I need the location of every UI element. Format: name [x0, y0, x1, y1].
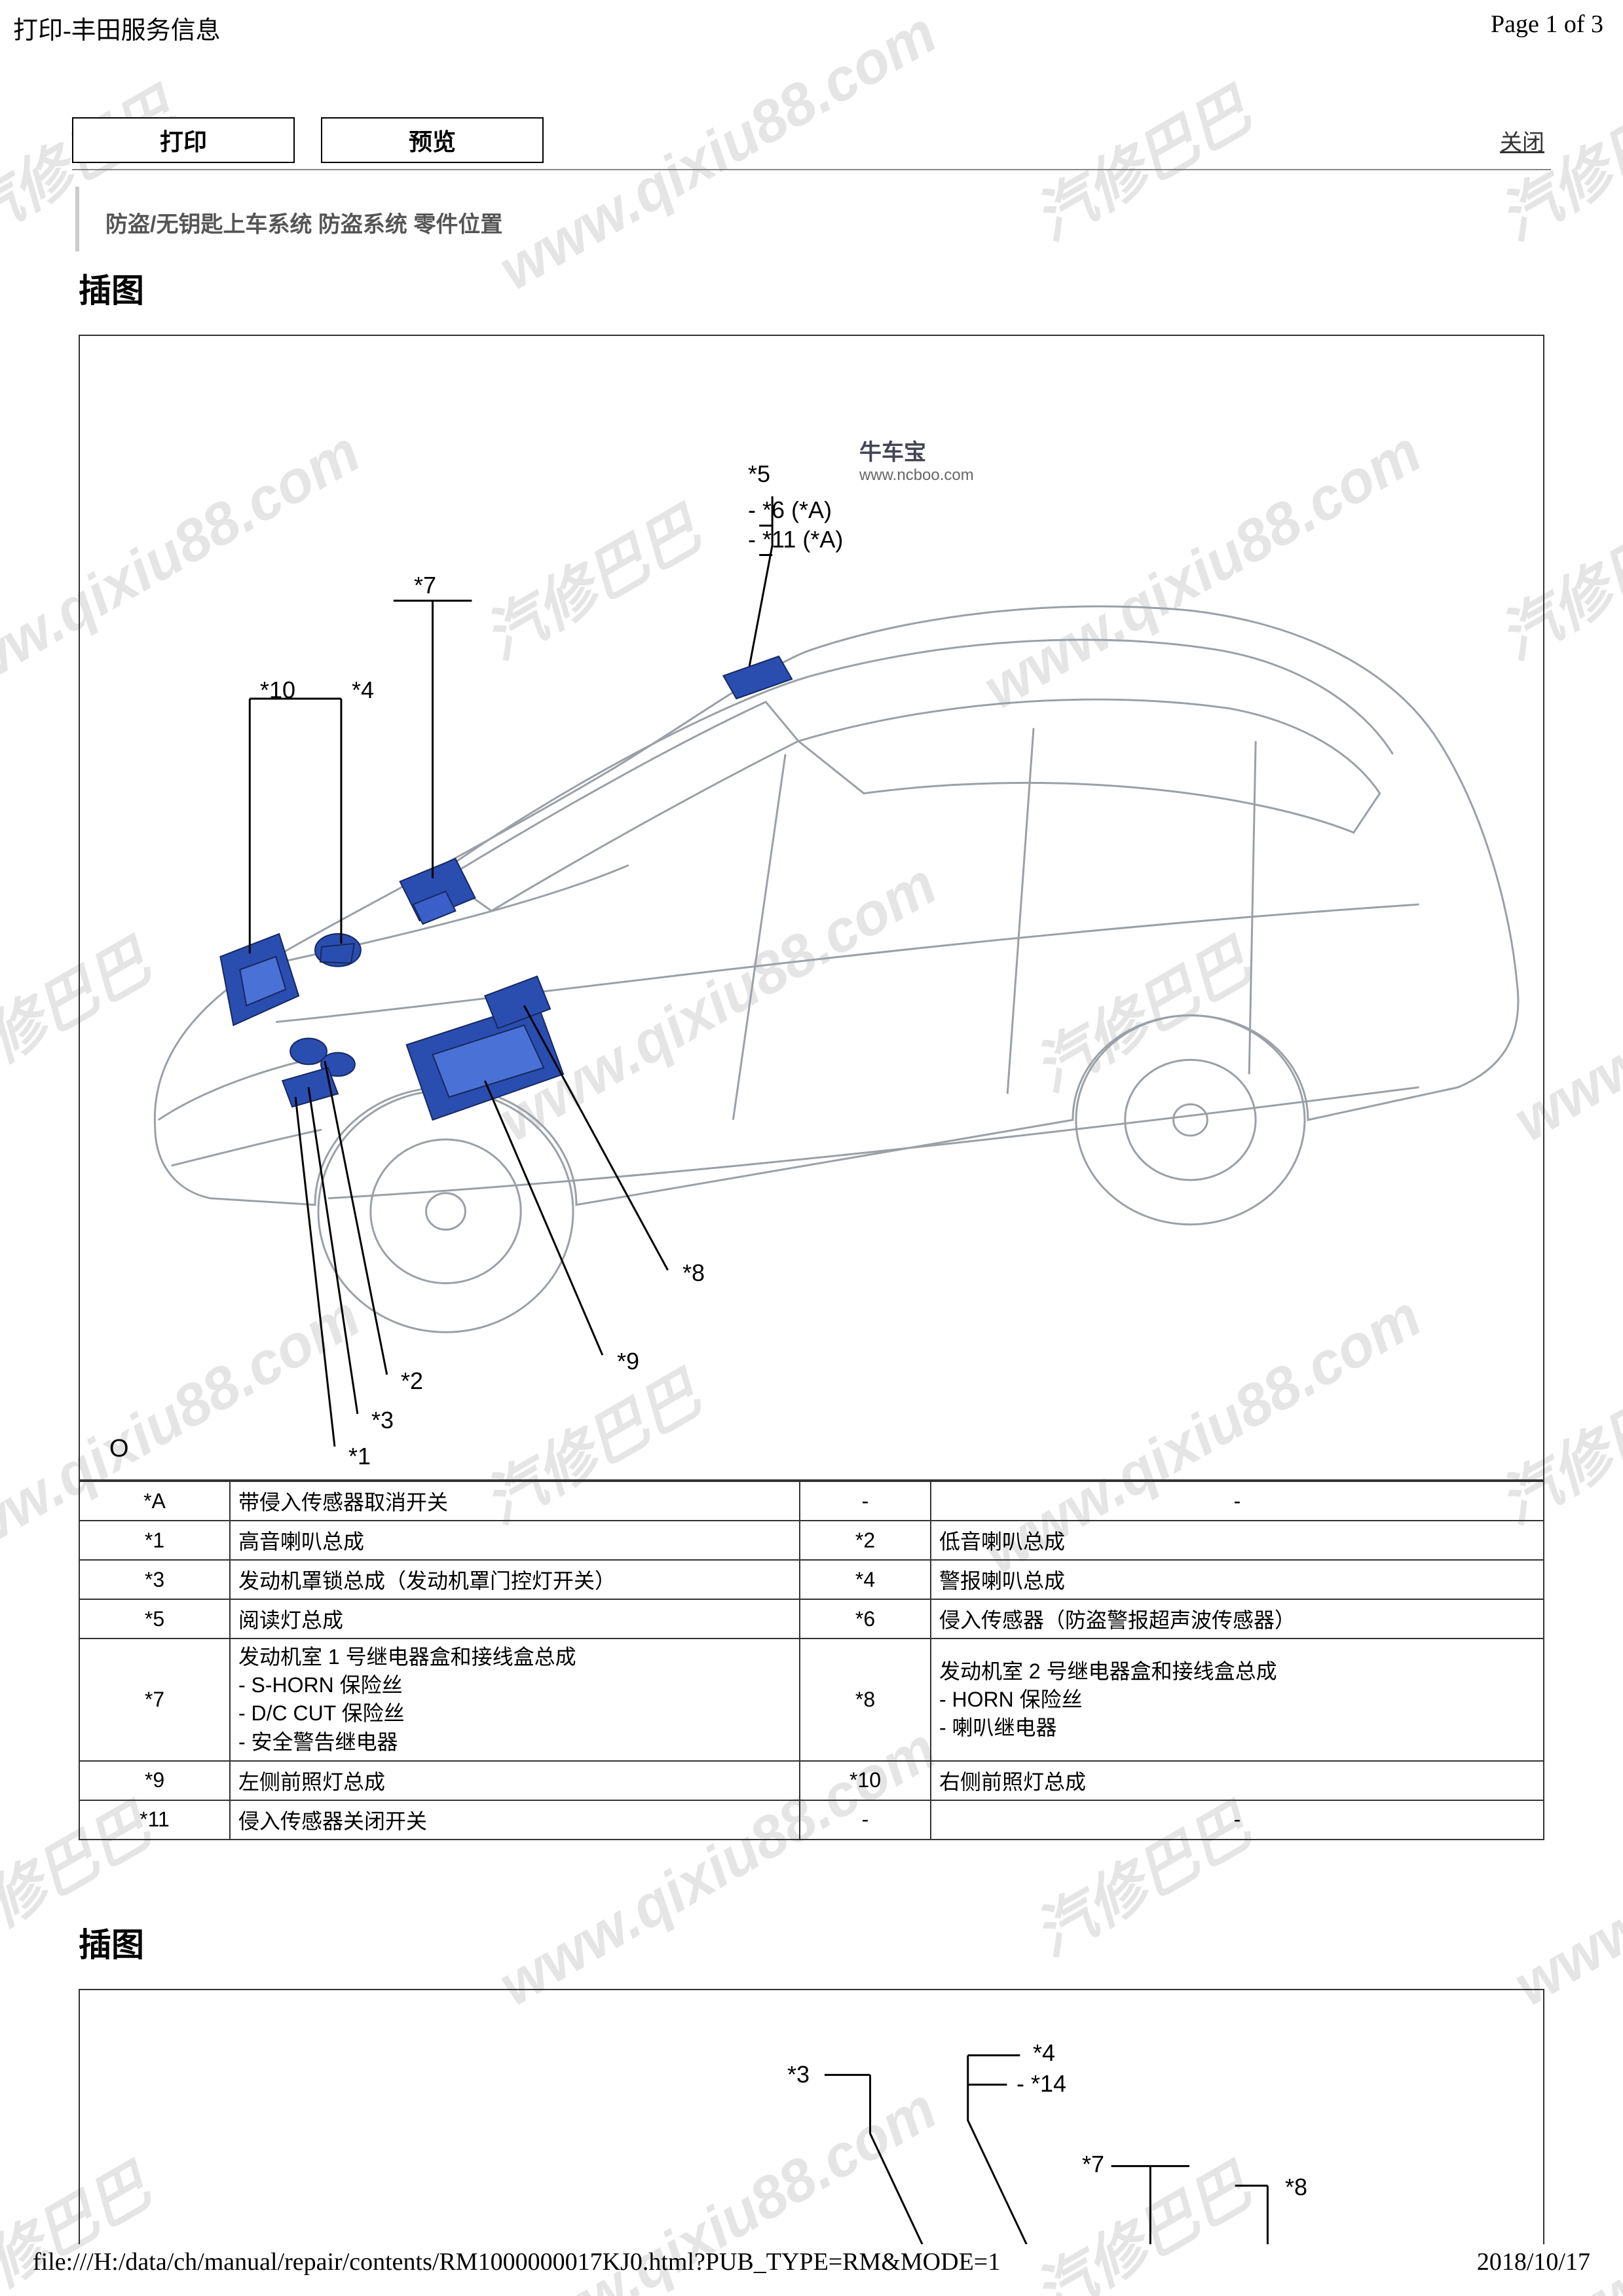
desc-cell: 低音喇叭总成 — [931, 1521, 1544, 1560]
ref-cell: *6 — [800, 1599, 931, 1639]
table-row: *9左侧前照灯总成*10右侧前照灯总成 — [79, 1761, 1544, 1800]
callout-11: - *11 (*A) — [748, 526, 843, 553]
footer-path: file:///H:/data/ch/manual/repair/content… — [33, 2248, 1000, 2276]
callout-2: *2 — [401, 1367, 423, 1395]
preview-button[interactable]: 预览 — [321, 117, 544, 163]
desc-cell: 右侧前照灯总成 — [931, 1761, 1544, 1800]
ref-cell: *9 — [79, 1761, 230, 1800]
diagram-1: 牛车宝 www.ncboo.com *5 - *6 (*A) - *11 (*A… — [79, 335, 1544, 1481]
diagram-2: *3 *4 - *14 *7 *8 — [79, 1989, 1544, 2244]
desc-cell: - — [931, 1481, 1544, 1521]
section-heading-1: 插图 — [72, 251, 1551, 328]
callout2-14: - *14 — [1017, 2070, 1066, 2098]
brand-url: www.ncboo.com — [859, 466, 974, 485]
ref-cell: *5 — [79, 1599, 230, 1639]
footer-date: 2018/10/17 — [1477, 2248, 1590, 2276]
table-row: *7发动机室 1 号继电器盒和接线盒总成- S-HORN 保险丝- D/C CU… — [79, 1639, 1544, 1761]
table-row: *3发动机罩锁总成（发动机罩门控灯开关）*4警报喇叭总成 — [79, 1560, 1544, 1599]
ref-cell: *10 — [800, 1761, 931, 1800]
toolbar: 打印 预览 关闭 — [72, 111, 1551, 170]
callout2-7: *7 — [1082, 2151, 1104, 2178]
desc-cell: 警报喇叭总成 — [931, 1560, 1544, 1599]
callout2-8: *8 — [1285, 2174, 1307, 2201]
callout-7: *7 — [414, 572, 436, 599]
table-row: *A带侵入传感器取消开关-- — [79, 1481, 1544, 1521]
callout-5: *5 — [748, 460, 770, 488]
origin-marker: O — [109, 1435, 129, 1463]
desc-cell: - — [931, 1800, 1544, 1840]
desc-cell: 侵入传感器关闭开关 — [230, 1800, 800, 1840]
callout-9: *9 — [617, 1348, 639, 1375]
desc-cell: 侵入传感器（防盗警报超声波传感器） — [931, 1599, 1544, 1639]
callout-6: - *6 (*A) — [748, 496, 832, 524]
desc-cell: 发动机室 1 号继电器盒和接线盒总成- S-HORN 保险丝- D/C CUT … — [230, 1639, 800, 1761]
table-row: *11侵入传感器关闭开关-- — [79, 1800, 1544, 1840]
section-heading-2: 插图 — [72, 1906, 1551, 1982]
ref-cell: *2 — [800, 1521, 931, 1560]
ref-cell: *1 — [79, 1521, 230, 1560]
ref-cell: *7 — [79, 1639, 230, 1761]
page-title: 打印-丰田服务信息 — [13, 10, 221, 46]
callout-8: *8 — [682, 1259, 705, 1287]
breadcrumb: 防盗/无钥匙上车系统 防盗系统 零件位置 — [75, 187, 1551, 251]
callout-3: *3 — [371, 1407, 394, 1434]
callout-10: *10 — [260, 676, 295, 704]
ref-cell: - — [800, 1481, 931, 1521]
desc-cell: 发动机罩锁总成（发动机罩门控灯开关） — [230, 1560, 800, 1599]
ref-cell: *8 — [800, 1639, 931, 1761]
callout-1: *1 — [348, 1443, 371, 1470]
ref-cell: *4 — [800, 1560, 931, 1599]
ref-cell: *A — [79, 1481, 230, 1521]
ref-cell: *3 — [79, 1560, 230, 1599]
desc-cell: 左侧前照灯总成 — [230, 1761, 800, 1800]
callout2-4: *4 — [1033, 2039, 1055, 2067]
desc-cell: 发动机室 2 号继电器盒和接线盒总成- HORN 保险丝- 喇叭继电器 — [931, 1639, 1544, 1761]
parts-table: *A带侵入传感器取消开关--*1高音喇叭总成*2低音喇叭总成*3发动机罩锁总成（… — [79, 1481, 1544, 1840]
desc-cell: 带侵入传感器取消开关 — [230, 1481, 800, 1521]
table-row: *5阅读灯总成*6侵入传感器（防盗警报超声波传感器） — [79, 1599, 1544, 1639]
close-link[interactable]: 关闭 — [1500, 124, 1551, 157]
callout-4: *4 — [352, 676, 374, 704]
brand-name: 牛车宝 — [859, 434, 974, 466]
table-row: *1高音喇叭总成*2低音喇叭总成 — [79, 1521, 1544, 1560]
callout2-3: *3 — [787, 2061, 810, 2088]
desc-cell: 阅读灯总成 — [230, 1599, 800, 1639]
page-indicator: Page 1 of 3 — [1491, 10, 1603, 46]
print-button[interactable]: 打印 — [72, 117, 295, 163]
brand-watermark: 牛车宝 www.ncboo.com — [859, 434, 974, 485]
ref-cell: - — [800, 1800, 931, 1840]
desc-cell: 高音喇叭总成 — [230, 1521, 800, 1560]
car-illustration-2 — [80, 1990, 1543, 2244]
ref-cell: *11 — [79, 1800, 230, 1840]
